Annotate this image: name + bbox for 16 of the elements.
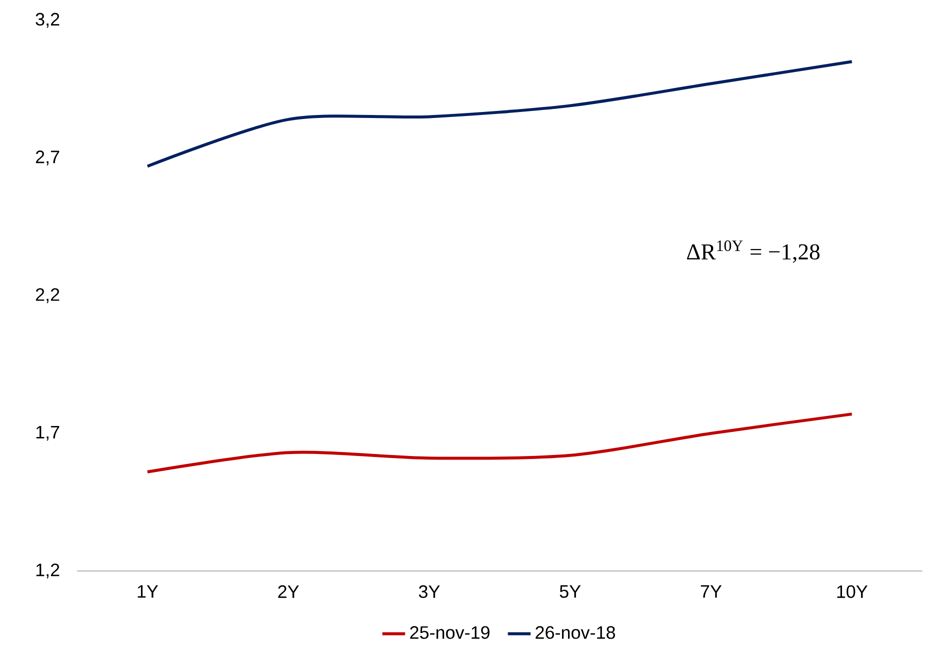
x-tick-label: 7Y (700, 585, 722, 598)
y-tick-label: 1,2 (36, 564, 60, 578)
x-tick-label: 5Y (560, 585, 581, 598)
x-tick-label: 3Y (418, 585, 440, 598)
x-tick-label: 10Y (837, 585, 868, 598)
y-tick-label: 2,2 (36, 288, 60, 304)
line-series (146, 412, 854, 474)
line-series (146, 60, 854, 168)
x-tick-label: 2Y (278, 585, 299, 598)
y-tick-label: 2,7 (36, 150, 60, 166)
legend-label: 25-nov-19 (410, 626, 490, 639)
x-tick-label: 1Y (138, 585, 158, 598)
annotation: ΔR$^{10Y}$ = −1,28 (687, 240, 820, 263)
y-tick-label: 1,7 (36, 426, 60, 441)
legend-label: 26-nov-18 (536, 626, 616, 639)
y-tick-label: 3,2 (36, 12, 60, 28)
